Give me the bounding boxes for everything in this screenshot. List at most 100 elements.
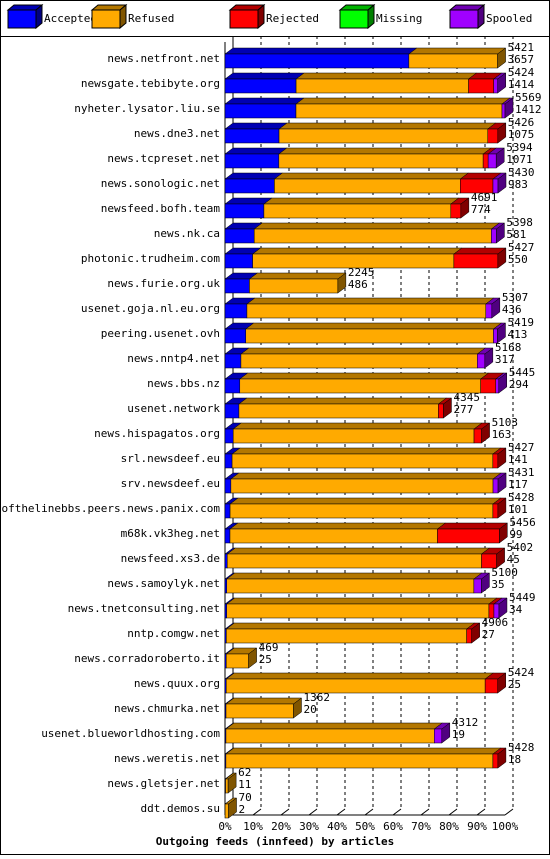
x-tick-label: 0% xyxy=(218,820,232,833)
accepted-label: 27 xyxy=(482,628,495,641)
bar-segment xyxy=(225,454,232,468)
bar-segment xyxy=(488,129,498,143)
bar-segment xyxy=(241,354,477,368)
bar-segment xyxy=(225,429,233,443)
bar-segment xyxy=(225,404,239,418)
accepted-label: 1071 xyxy=(506,153,533,166)
bar-segment xyxy=(493,454,498,468)
accepted-label: 101 xyxy=(508,503,528,516)
bar-segment xyxy=(474,429,482,443)
bar-segment xyxy=(227,604,489,618)
bar-segment xyxy=(225,204,264,218)
bar-top xyxy=(241,348,485,354)
bar-segment xyxy=(502,104,505,118)
bar-segment xyxy=(454,254,498,268)
accepted-label: 117 xyxy=(508,478,528,491)
category-label: usenet.network xyxy=(127,402,220,415)
x-tick-label: 30% xyxy=(299,820,319,833)
bar-segment xyxy=(225,254,253,268)
accepted-label: 141 xyxy=(508,453,528,466)
category-label: news.weretis.net xyxy=(114,752,220,765)
bar-segment xyxy=(232,454,493,468)
bar-segment xyxy=(240,379,481,393)
bar-segment xyxy=(225,504,230,518)
bar-segment xyxy=(226,754,493,768)
bar-segment xyxy=(225,579,227,593)
x-tick-label: 10% xyxy=(243,820,263,833)
bar-top xyxy=(230,523,445,529)
category-label: photonic.trudheim.com xyxy=(81,252,220,265)
accepted-label: 25 xyxy=(508,678,521,691)
bar-segment xyxy=(409,54,498,68)
legend-label: Missing xyxy=(376,12,422,25)
bar-segment xyxy=(225,354,241,368)
accepted-label: 3657 xyxy=(508,53,535,66)
bar-top xyxy=(233,423,482,429)
category-label: newsfeed.bofh.team xyxy=(101,202,221,215)
category-label: news.furie.org.uk xyxy=(107,277,220,290)
accepted-label: 20 xyxy=(303,703,316,716)
category-label: news.nntp4.net xyxy=(127,352,220,365)
category-label: news.bbs.nz xyxy=(147,377,220,390)
accepted-label: 45 xyxy=(507,553,520,566)
bar-top xyxy=(225,123,287,129)
bar-segment xyxy=(230,529,437,543)
category-label: nntp.comgw.net xyxy=(127,627,220,640)
category-label: news.tcpreset.net xyxy=(107,152,220,165)
x-tick-label: 20% xyxy=(271,820,291,833)
bar-segment xyxy=(469,79,494,93)
category-label: news.chmurka.net xyxy=(114,702,220,715)
accepted-label: 18 xyxy=(508,753,521,766)
bar-top xyxy=(279,148,491,154)
category-label: news.nk.ca xyxy=(154,227,220,240)
bar-segment xyxy=(225,79,296,93)
bar-top xyxy=(226,623,474,629)
bar-segment xyxy=(225,154,279,168)
accepted-label: 317 xyxy=(495,353,515,366)
bar-segment xyxy=(451,204,461,218)
accepted-label: 1412 xyxy=(515,103,542,116)
bar-segment xyxy=(247,304,486,318)
legend-swatch xyxy=(340,10,368,28)
x-tick-label: 70% xyxy=(411,820,431,833)
accepted-label: 774 xyxy=(471,203,491,216)
accepted-label: 983 xyxy=(508,178,528,191)
category-label: news.tnetconsulting.net xyxy=(68,602,220,615)
bar-segment xyxy=(226,729,434,743)
bar-segment xyxy=(227,554,481,568)
bar-segment xyxy=(477,354,485,368)
category-label: peering.usenet.ovh xyxy=(101,327,220,340)
bar-segment xyxy=(296,79,468,93)
bar-segment xyxy=(493,754,498,768)
bar-top xyxy=(437,523,507,529)
category-label: news.dne3.net xyxy=(134,127,220,140)
bar-segment xyxy=(225,304,247,318)
bar-top xyxy=(409,48,506,54)
category-label: news.corradoroberto.it xyxy=(74,652,220,665)
x-tick-label: 50% xyxy=(355,820,375,833)
accepted-label: 35 xyxy=(491,578,504,591)
bar-top xyxy=(296,98,510,104)
bar-segment xyxy=(485,679,498,693)
bar-top xyxy=(225,98,304,104)
bar-segment xyxy=(233,429,474,443)
accepted-label: 436 xyxy=(502,303,522,316)
bar-segment xyxy=(225,554,227,568)
category-label: endofthelinebbs.peers.news.panix.com xyxy=(0,502,220,515)
bar-top xyxy=(454,248,506,254)
bar-segment xyxy=(254,229,491,243)
bar-top xyxy=(227,598,497,604)
accepted-label: 99 xyxy=(509,528,522,541)
bar-segment xyxy=(231,479,493,493)
bar-segment xyxy=(279,154,483,168)
bar-top xyxy=(232,448,501,454)
accepted-label: 294 xyxy=(509,378,529,391)
bar-segment xyxy=(225,329,246,343)
accepted-label: 1414 xyxy=(508,78,535,91)
bar-segment xyxy=(227,579,474,593)
category-label: srv.newsdeef.eu xyxy=(121,477,220,490)
legend-label: Refused xyxy=(128,12,174,25)
category-label: m68k.vk3heg.net xyxy=(121,527,220,540)
category-label: news.gletsjer.net xyxy=(107,777,220,790)
accepted-label: 550 xyxy=(508,253,528,266)
